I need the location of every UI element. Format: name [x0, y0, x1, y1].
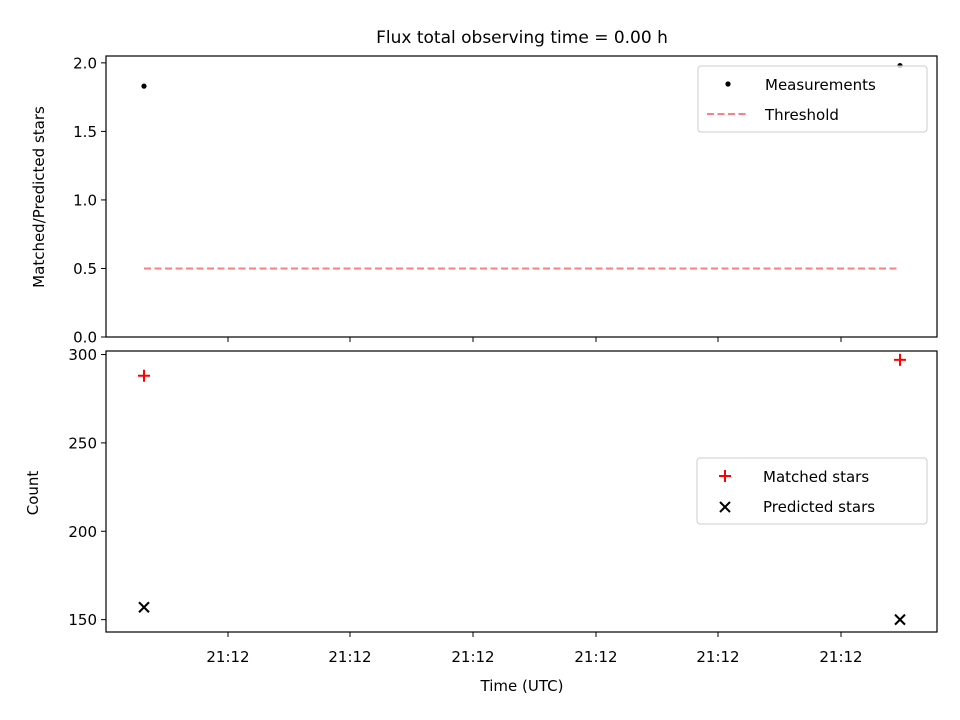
legend-threshold-label: Threshold: [764, 106, 839, 124]
bottom-y-tick-label: 250: [68, 434, 97, 452]
bottom-x-tick-label: 21:12: [451, 648, 494, 666]
legend-measurements-marker: [725, 81, 731, 87]
legend-predicted-marker: [719, 501, 731, 513]
predicted-star-point: [894, 613, 906, 626]
top-x-ticks: [227, 337, 842, 342]
bottom-y-tick-label: 200: [68, 523, 97, 541]
bottom-y-tick-label: 150: [68, 611, 97, 629]
bottom-x-tick-label: 21:12: [574, 648, 617, 666]
measurement-point: [141, 83, 147, 89]
matched-star-point: [894, 353, 906, 366]
top-y-axis-label: Matched/Predicted stars: [30, 106, 48, 288]
top-plot-frame: [105, 55, 938, 338]
top-y-tick-label: 1.5: [73, 123, 97, 141]
figure-title: Flux total observing time = 0.00 h: [376, 28, 668, 48]
bottom-series: [138, 353, 906, 626]
bottom-legend-box: [696, 457, 928, 525]
top-legend-box: [697, 65, 928, 133]
predicted-star-point: [138, 601, 150, 613]
top-y-tick-label: 0.0: [73, 329, 97, 347]
bottom-x-tick-label: 21:12: [328, 648, 371, 666]
bottom-y-axis-label: Count: [24, 471, 42, 516]
top-y-tick-label: 0.5: [73, 260, 97, 278]
legend-matched-marker: [719, 470, 731, 482]
bottom-y-ticks: 150 200 250 300: [68, 346, 106, 629]
bottom-legend: Matched stars Predicted stars: [696, 457, 928, 525]
top-y-tick-label: 1.0: [73, 191, 97, 209]
top-panel: 0.00.51.01.52.0 Matched/Predicted stars …: [30, 54, 938, 347]
bottom-plot-frame: [105, 350, 938, 633]
bottom-x-tick-label: 21:12: [696, 648, 739, 666]
legend-predicted-label: Predicted stars: [763, 498, 875, 516]
matched-star-point: [138, 369, 150, 382]
bottom-x-axis-label: Time (UTC): [480, 677, 564, 695]
top-y-ticks: 0.0 0.5 1.0 1.5 2.0: [73, 54, 106, 347]
bottom-y-tick-label: 300: [68, 346, 97, 364]
legend-matched-label: Matched stars: [763, 468, 869, 486]
bottom-x-ticks: 21:12 21:12 21:12 21:12 21:12 21:12: [206, 632, 863, 666]
top-y-tick-label: 2.0: [73, 54, 97, 72]
bottom-x-tick-label: 21:12: [206, 648, 249, 666]
legend-measurements-label: Measurements: [765, 76, 876, 94]
top-legend: Measurements Threshold: [697, 65, 928, 133]
bottom-x-tick-label: 21:12: [819, 648, 862, 666]
